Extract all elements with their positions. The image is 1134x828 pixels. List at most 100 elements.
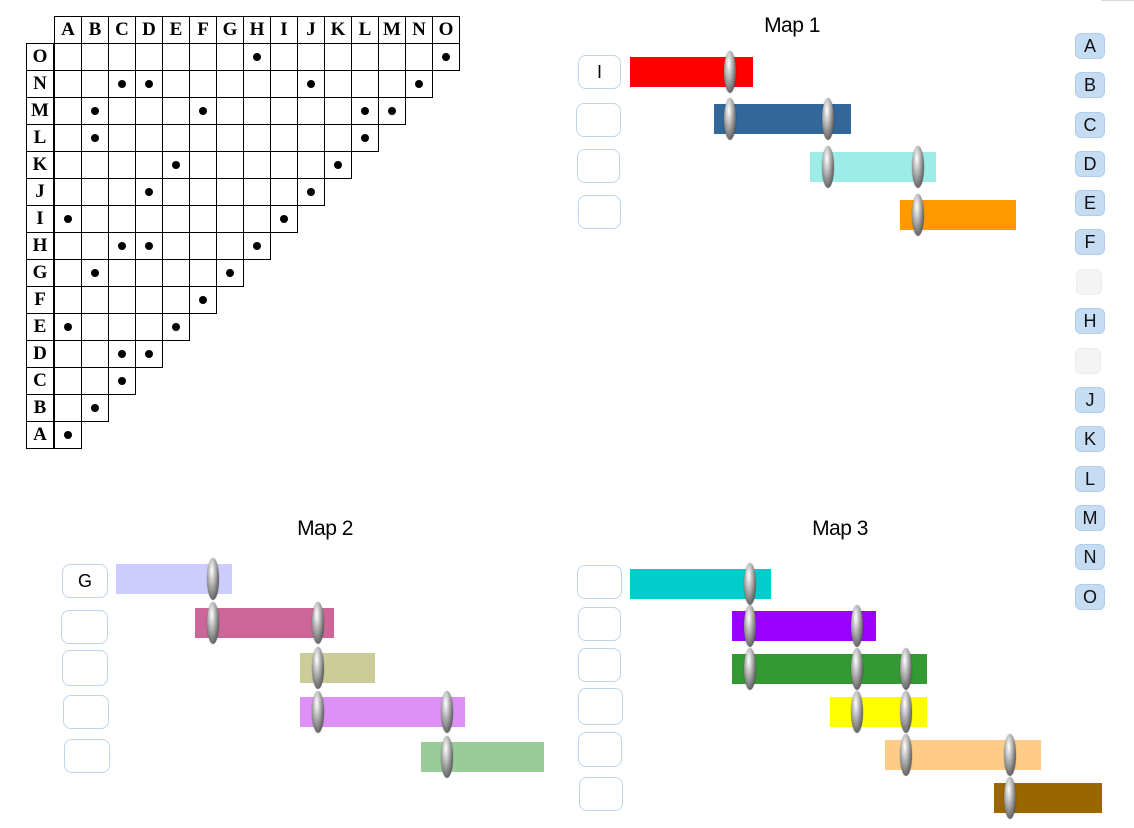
matrix-cell bbox=[81, 70, 109, 98]
letter-tile[interactable]: M bbox=[1075, 505, 1105, 531]
row-header: L bbox=[26, 124, 54, 152]
matrix-cell bbox=[81, 178, 109, 206]
matrix-cell bbox=[297, 124, 325, 152]
matrix-cell bbox=[162, 232, 190, 260]
matrix-cell bbox=[189, 259, 217, 287]
matrix-cell-marked bbox=[81, 259, 109, 287]
matrix-cell bbox=[324, 124, 352, 152]
top-edge-divider bbox=[1101, 0, 1134, 1]
matrix-cell bbox=[189, 178, 217, 206]
drop-slot[interactable] bbox=[578, 607, 621, 641]
row-header: A bbox=[26, 421, 54, 449]
column-header: K bbox=[324, 16, 352, 44]
matrix-cell bbox=[216, 97, 244, 125]
row-header: K bbox=[26, 151, 54, 179]
column-header: G bbox=[216, 16, 244, 44]
matrix-cell-marked bbox=[162, 151, 190, 179]
marker-pin-icon bbox=[744, 605, 756, 647]
matrix-cell bbox=[54, 367, 82, 395]
matrix-cell bbox=[243, 178, 271, 206]
matrix-cell bbox=[81, 313, 109, 341]
marker-pin-icon bbox=[851, 605, 863, 647]
drop-slot[interactable] bbox=[576, 103, 621, 137]
drop-slot[interactable] bbox=[577, 149, 620, 183]
matrix-cell bbox=[378, 43, 406, 71]
marker-pin-icon bbox=[822, 146, 834, 188]
matrix-cell bbox=[108, 151, 136, 179]
matrix-cell-marked bbox=[351, 124, 379, 152]
letter-tile[interactable]: L bbox=[1075, 466, 1105, 492]
letter-tile[interactable]: C bbox=[1075, 112, 1105, 138]
matrix-cell bbox=[405, 43, 433, 71]
matrix-cell bbox=[54, 70, 82, 98]
marker-pin-icon bbox=[900, 734, 912, 776]
matrix-cell bbox=[270, 178, 298, 206]
matrix-cell bbox=[216, 178, 244, 206]
matrix-cell bbox=[162, 97, 190, 125]
matrix-cell bbox=[135, 97, 163, 125]
drop-slot[interactable] bbox=[63, 695, 109, 729]
letter-tile[interactable]: K bbox=[1075, 426, 1105, 452]
letter-tile[interactable]: E bbox=[1075, 190, 1105, 216]
matrix-cell-marked bbox=[189, 97, 217, 125]
marker-pin-icon bbox=[1004, 734, 1016, 776]
matrix-cell-marked bbox=[189, 286, 217, 314]
letter-tile[interactable]: F bbox=[1075, 229, 1105, 255]
matrix-cell bbox=[216, 151, 244, 179]
drop-slot[interactable] bbox=[579, 777, 623, 811]
matrix-cell-marked bbox=[432, 43, 460, 71]
drop-slot[interactable] bbox=[578, 732, 622, 767]
column-header: N bbox=[405, 16, 433, 44]
drop-slot[interactable] bbox=[578, 648, 621, 682]
drop-slot[interactable] bbox=[577, 565, 622, 599]
matrix-cell bbox=[216, 205, 244, 233]
matrix-cell bbox=[54, 340, 82, 368]
matrix-cell-marked bbox=[108, 340, 136, 368]
marker-pin-icon bbox=[207, 558, 219, 600]
marker-pin-icon bbox=[912, 146, 924, 188]
matrix-cell bbox=[270, 70, 298, 98]
matrix-cell bbox=[108, 259, 136, 287]
row-header: H bbox=[26, 232, 54, 260]
matrix-cell bbox=[81, 340, 109, 368]
marker-pin-icon bbox=[312, 647, 324, 689]
letter-tile[interactable]: H bbox=[1075, 308, 1105, 334]
letter-tile[interactable]: B bbox=[1075, 72, 1105, 98]
letter-tile[interactable]: J bbox=[1075, 387, 1105, 413]
matrix-cell-marked bbox=[108, 367, 136, 395]
matrix-cell bbox=[135, 43, 163, 71]
letter-tile[interactable]: O bbox=[1075, 584, 1105, 610]
column-header: B bbox=[81, 16, 109, 44]
map-segment-bar bbox=[830, 697, 927, 727]
letter-tile[interactable]: D bbox=[1075, 151, 1105, 177]
matrix-cell bbox=[135, 151, 163, 179]
matrix-cell-marked bbox=[81, 394, 109, 422]
matrix-cell bbox=[135, 313, 163, 341]
matrix-cell bbox=[189, 205, 217, 233]
matrix-cell-marked bbox=[405, 70, 433, 98]
drop-slot[interactable] bbox=[64, 739, 110, 773]
matrix-cell bbox=[108, 313, 136, 341]
map-segment-bar bbox=[421, 742, 544, 772]
matrix-cell bbox=[378, 70, 406, 98]
drop-slot[interactable] bbox=[61, 610, 108, 644]
matrix-cell-marked bbox=[54, 313, 82, 341]
matrix-cell bbox=[81, 232, 109, 260]
drop-slot[interactable]: I bbox=[578, 55, 621, 89]
matrix-cell bbox=[162, 124, 190, 152]
drop-slot[interactable]: G bbox=[62, 564, 108, 598]
drop-slot[interactable] bbox=[62, 650, 108, 686]
drop-slot[interactable] bbox=[578, 195, 621, 229]
row-header: N bbox=[26, 70, 54, 98]
row-header: M bbox=[26, 97, 54, 125]
matrix-cell bbox=[135, 259, 163, 287]
matrix-cell bbox=[189, 124, 217, 152]
letter-tile[interactable]: N bbox=[1075, 544, 1105, 570]
drop-slot[interactable] bbox=[578, 688, 623, 725]
matrix-cell bbox=[270, 43, 298, 71]
matrix-cell-marked bbox=[81, 97, 109, 125]
matrix-cell-marked bbox=[216, 259, 244, 287]
matrix-cell bbox=[243, 151, 271, 179]
letter-tile[interactable]: A bbox=[1075, 33, 1105, 59]
map-segment-bar bbox=[300, 697, 465, 727]
